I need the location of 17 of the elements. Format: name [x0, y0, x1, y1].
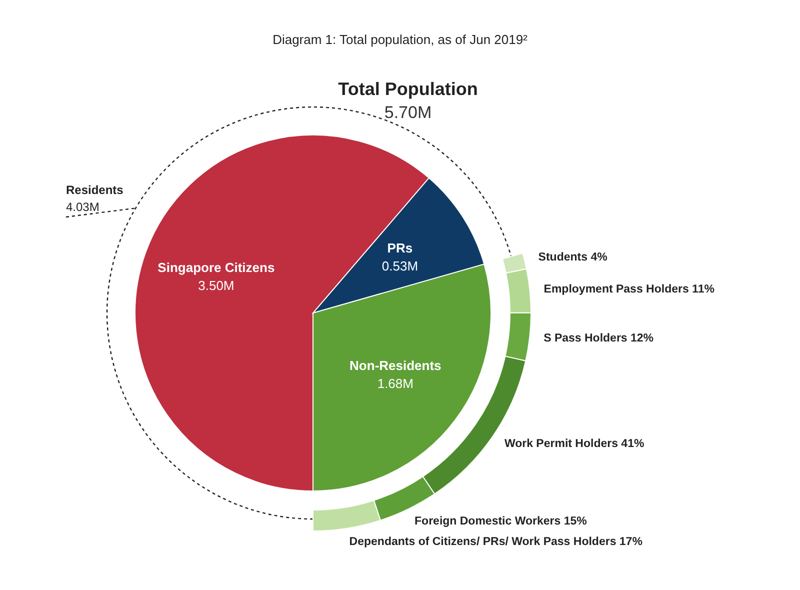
- slice-label: Work Permit Holders 41%: [504, 438, 644, 450]
- slice-label: Employment Pass Holders 11%: [544, 283, 714, 296]
- slice-label: Non-Residents: [350, 358, 442, 374]
- text: Residents: [66, 183, 124, 197]
- slice-label: Foreign Domestic Workers 15%: [414, 516, 587, 528]
- slice-label: Singapore Citizens: [158, 260, 275, 276]
- text: Diagram 1: Total population, as of Jun 2019²: [272, 32, 528, 47]
- data-label: 3.50M: [198, 278, 234, 294]
- data-label: 0.53M: [382, 258, 418, 274]
- chart-title: Total Population: [338, 79, 478, 99]
- slice-label: S Pass Holders 12%: [544, 332, 654, 345]
- slice-label: Dependants of Citizens/ PRs/ Work Pass Holders 17%: [349, 536, 642, 548]
- slice-label: Students 4%: [538, 252, 608, 264]
- slice-label: PRs: [387, 240, 413, 256]
- data-label: 1.68M: [377, 376, 414, 392]
- text: 4.03M: [66, 200, 100, 214]
- chart-subtitle: 5.70M: [384, 103, 432, 122]
